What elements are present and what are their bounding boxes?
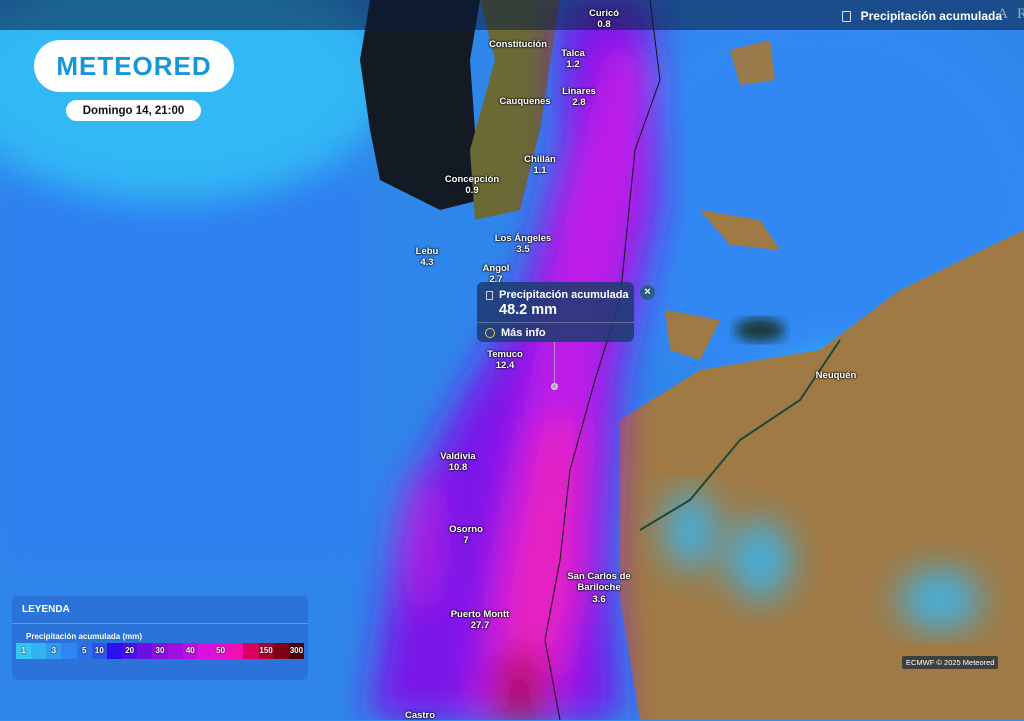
legend-swatch	[31, 643, 47, 659]
more-info-label: Más info	[501, 327, 546, 339]
city-value: 1.1	[533, 165, 547, 176]
city-name: Curicó	[588, 8, 620, 19]
city-name: Linares	[562, 86, 596, 97]
location-pin[interactable]	[551, 383, 558, 390]
city-label[interactable]: Curicó 0.8	[589, 8, 619, 30]
legend-swatch	[106, 643, 123, 659]
city-value: 10.8	[448, 462, 468, 473]
city-name: 3.6	[592, 594, 606, 605]
city-label[interactable]: Puerto Montt 27.7	[451, 609, 510, 631]
legend-swatch	[137, 643, 153, 659]
layer-title-text: Precipitación acumulada	[860, 9, 1002, 23]
city-value: 2.7	[489, 274, 503, 285]
city-value: Bariloche	[577, 582, 621, 593]
legend-swatch	[167, 643, 183, 659]
legend-swatch: 5	[76, 643, 92, 659]
top-bar	[0, 0, 1024, 30]
city-name: Lebu	[415, 246, 439, 257]
meteored-logo[interactable]: METEORED	[34, 40, 234, 92]
city-value: 4.3	[420, 257, 434, 268]
city-name: Los Ángeles	[494, 233, 552, 244]
city-name: Constitución	[488, 39, 548, 50]
city-value: 0.9	[465, 185, 479, 196]
city-name: San Carlos de	[567, 571, 631, 582]
city-name: Castro	[404, 710, 436, 721]
city-value: 2.8	[572, 97, 586, 108]
city-name: Valdivia	[440, 451, 476, 462]
city-value: 12.4	[495, 360, 515, 371]
legend-swatch: 1	[16, 643, 32, 659]
city-label[interactable]: Constitución	[489, 39, 547, 50]
city-name: Concepción	[444, 174, 500, 185]
close-popup-button[interactable]: ×	[640, 285, 655, 300]
city-label[interactable]: Temuco 12.4	[487, 349, 523, 371]
legend-swatch: 50	[213, 643, 229, 659]
city-label[interactable]: Cauquenes	[499, 96, 550, 107]
city-value: 7	[463, 535, 469, 546]
city-label[interactable]: Concepción 0.9	[445, 174, 499, 196]
info-popup: Precipitación acumulada 48.2 mm Más info	[477, 282, 634, 342]
legend-swatch: 150	[258, 643, 274, 659]
legend-divider	[12, 623, 308, 624]
legend-title: LEYENDA	[22, 604, 70, 615]
city-label[interactable]: Talca 1.2	[561, 48, 585, 70]
city-name: Angol	[482, 263, 510, 274]
legend-swatch	[228, 643, 244, 659]
city-name: Talca	[561, 48, 585, 59]
city-name: Neuquén	[815, 370, 857, 381]
city-label[interactable]: San Carlos de Bariloche	[567, 571, 630, 593]
info-icon	[485, 328, 495, 338]
credit: ECMWF © 2025 Meteored	[902, 656, 999, 669]
city-name: Chillán	[524, 154, 556, 165]
city-label[interactable]: Linares 2.8	[562, 86, 596, 108]
city-name: Temuco	[487, 349, 523, 360]
city-label[interactable]: Angol 2.7	[483, 263, 510, 285]
more-info-link[interactable]: Más info	[485, 327, 546, 339]
legend-swatch: 20	[122, 643, 138, 659]
legend-swatch	[61, 643, 77, 659]
city-name: Puerto Montt	[450, 609, 510, 620]
layer-icon	[841, 10, 851, 22]
popup-pointer-line	[554, 342, 555, 384]
city-label[interactable]: Lebu 4.3	[416, 246, 439, 268]
legend-swatch: 300	[288, 643, 304, 659]
overflow-text: A R	[997, 6, 1024, 22]
city-name: Cauquenes	[499, 96, 551, 107]
city-label[interactable]: Osorno 7	[449, 524, 483, 546]
legend-swatch: 30	[152, 643, 168, 659]
city-value: 3.5	[516, 244, 530, 255]
layer-title[interactable]: Precipitación acumulada	[841, 9, 1002, 23]
popup-value: 48.2 mm	[499, 302, 558, 318]
city-value: 27.7	[470, 620, 490, 631]
legend-swatch: 40	[182, 643, 198, 659]
city-name: Osorno	[449, 524, 483, 535]
legend-swatch	[273, 643, 289, 659]
legend-swatch: 10	[91, 643, 107, 659]
legend-swatch: 3	[46, 643, 62, 659]
forecast-datetime[interactable]: Domingo 14, 21:00	[66, 100, 201, 121]
city-label[interactable]: Valdivia 10.8	[440, 451, 475, 473]
city-label[interactable]: Los Ángeles 3.5	[495, 233, 552, 255]
legend-swatch	[243, 643, 259, 659]
city-label[interactable]: Chillán 1.1	[524, 154, 556, 176]
city-value: 1.2	[566, 59, 580, 70]
popup-divider	[477, 322, 634, 323]
legend-swatch	[197, 643, 214, 659]
city-label[interactable]: Neuquén	[816, 370, 857, 381]
city-label[interactable]: 3.6	[592, 594, 605, 605]
legend-subtitle: Precipitación acumulada (mm)	[26, 632, 143, 641]
precipitation-icon	[486, 290, 493, 300]
city-value: 0.8	[597, 19, 611, 30]
legend-color-scale: 1 3 5 10 20 30 40 50 150 300	[16, 643, 304, 659]
popup-title: Precipitación acumulada	[499, 289, 629, 301]
city-label[interactable]: Castro	[405, 710, 435, 721]
